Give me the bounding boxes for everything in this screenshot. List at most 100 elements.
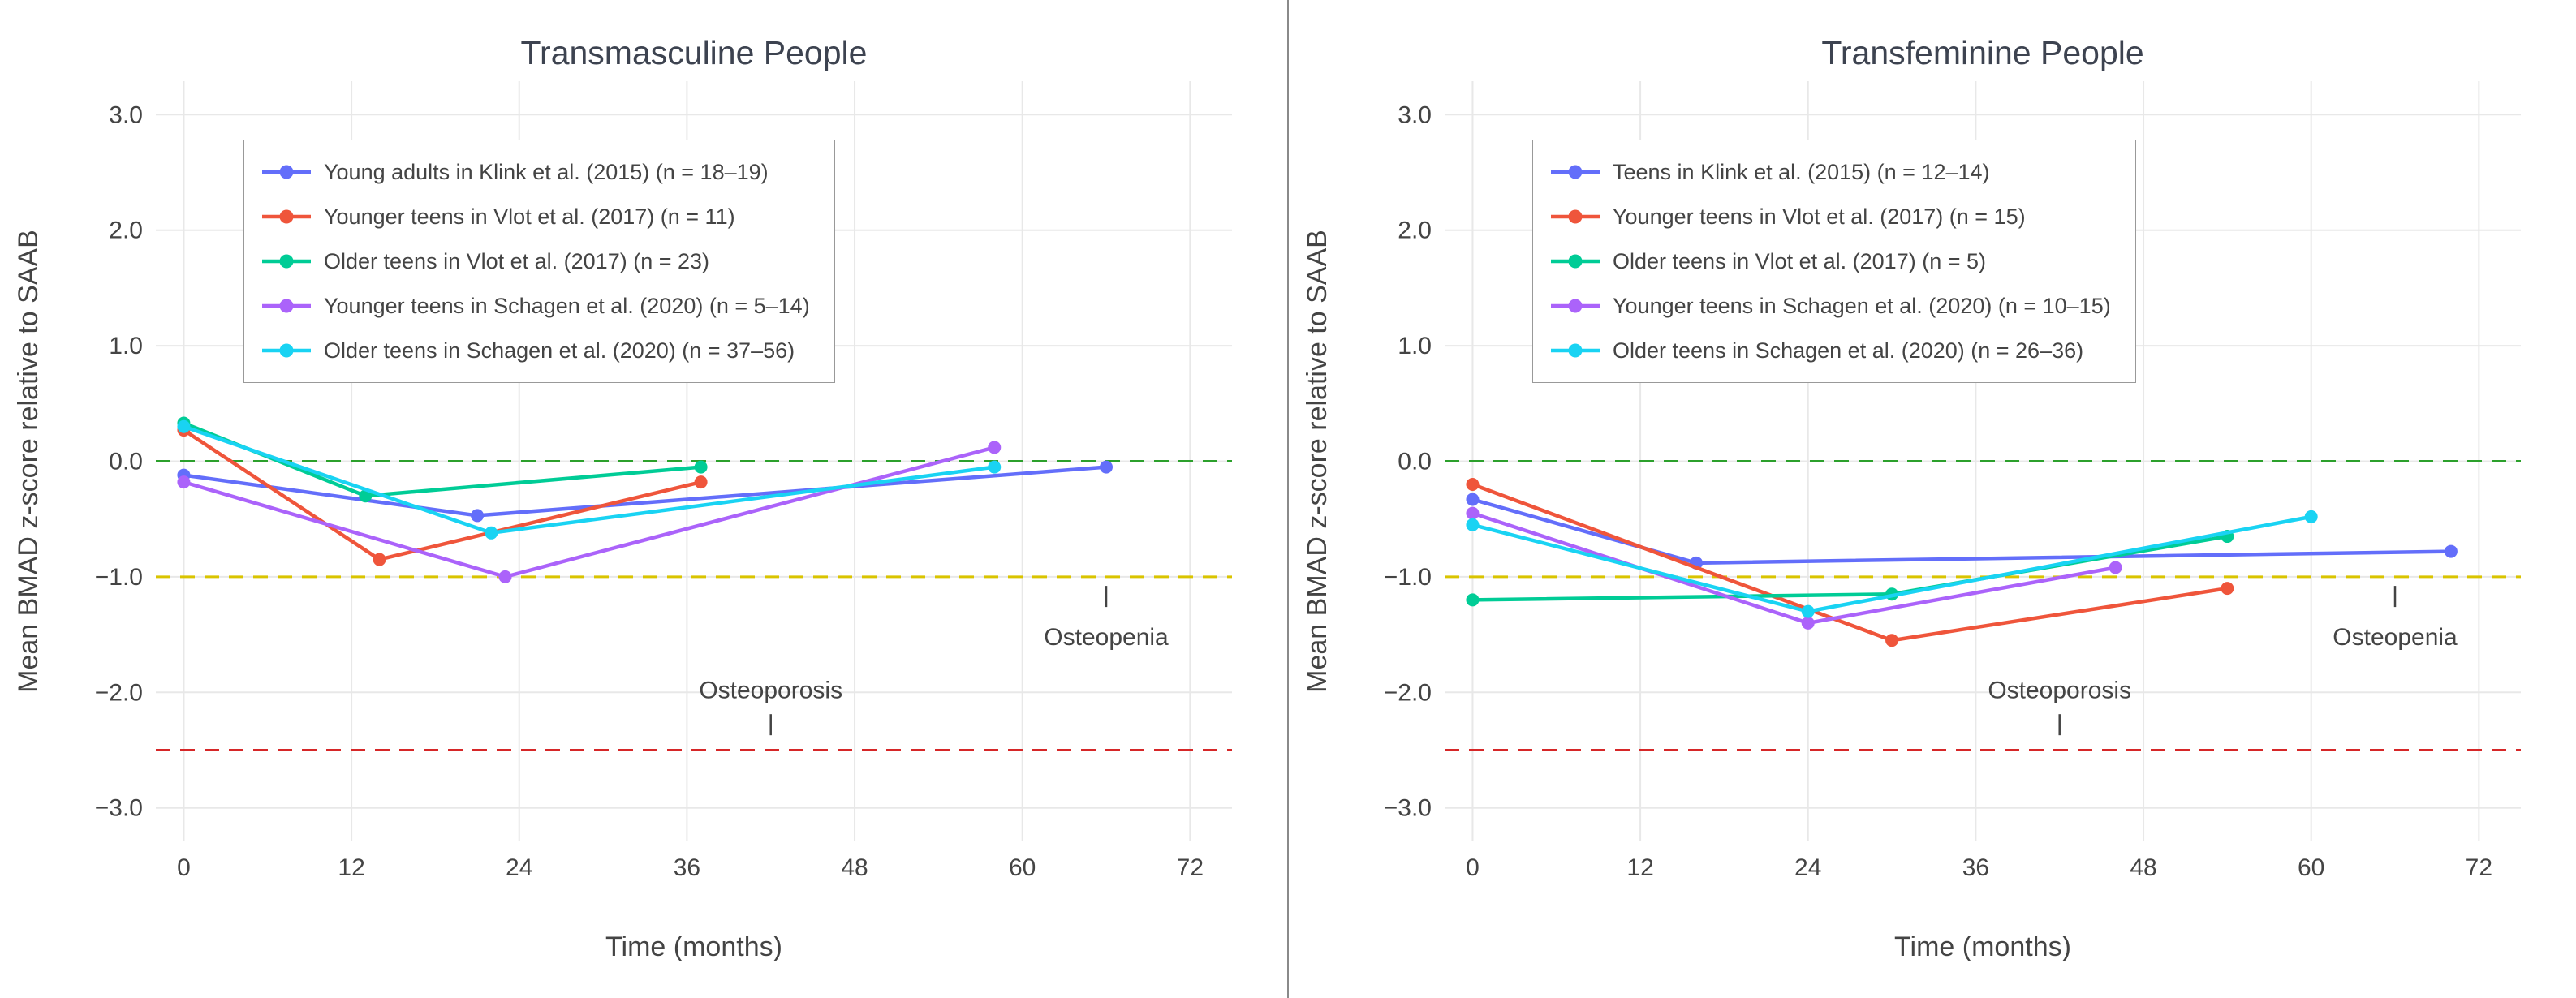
x-tick-label: 36 bbox=[674, 854, 700, 881]
legend: Teens in Klink et al. (2015) (n = 12–14)… bbox=[1532, 140, 2136, 383]
y-tick-label: 0.0 bbox=[109, 449, 143, 475]
legend-item[interactable]: Older teens in Schagen et al. (2020) (n … bbox=[261, 332, 810, 369]
legend-label: Older teens in Vlot et al. (2017) (n = 5… bbox=[1613, 248, 1986, 273]
legend-swatch bbox=[1551, 343, 1600, 358]
y-tick-label: 2.0 bbox=[1398, 217, 1432, 244]
legend-item[interactable]: Older teens in Vlot et al. (2017) (n = 2… bbox=[261, 243, 810, 280]
x-tick-label: 12 bbox=[1626, 854, 1653, 881]
y-tick-label: 1.0 bbox=[109, 333, 143, 359]
data-point-marker bbox=[2444, 544, 2458, 558]
data-point-marker bbox=[1466, 506, 1480, 520]
legend-item[interactable]: Younger teens in Vlot et al. (2017) (n =… bbox=[261, 198, 810, 235]
chart-canvas-transmasculine: 0 12 24 36 48 60 72 3.0 2.0 1.0 0.0 −1.0 −2.0 −3.0 Tim… bbox=[0, 0, 1287, 998]
data-point-marker bbox=[359, 489, 373, 503]
legend-label: Younger teens in Vlot et al. (2017) (n =… bbox=[1613, 204, 2026, 229]
x-tick-label: 72 bbox=[1177, 854, 1204, 881]
data-point-marker bbox=[2304, 510, 2318, 523]
y-tick-label: −3.0 bbox=[95, 795, 143, 822]
legend-label: Younger teens in Schagen et al. (2020) (… bbox=[324, 293, 810, 318]
legend-item[interactable]: Younger teens in Schagen et al. (2020) (… bbox=[261, 287, 810, 325]
x-tick-label: 60 bbox=[2298, 854, 2324, 881]
legend-swatch bbox=[1551, 254, 1600, 269]
legend-marker-icon bbox=[1568, 165, 1583, 179]
annotation-text: Osteoporosis bbox=[1988, 677, 2131, 703]
chart-svg: 0 12 24 36 48 60 72 3.0 2.0 1.0 0.0 −1.0 −2.0 −3.0 Tim… bbox=[1302, 81, 2521, 962]
x-tick-label: 48 bbox=[841, 854, 868, 881]
y-tick-label: 1.0 bbox=[1398, 333, 1432, 359]
data-point-marker bbox=[1466, 477, 1480, 491]
legend-swatch bbox=[262, 165, 311, 179]
x-tick-label: 0 bbox=[177, 854, 191, 881]
legend-swatch bbox=[262, 299, 311, 313]
panel-divider bbox=[1287, 0, 1289, 998]
data-point-marker bbox=[694, 460, 708, 474]
legend-marker-icon bbox=[279, 209, 294, 224]
data-point-marker bbox=[1801, 616, 1815, 630]
legend-label: Younger teens in Vlot et al. (2017) (n =… bbox=[324, 204, 735, 229]
data-point-marker bbox=[1466, 493, 1480, 506]
data-point-marker bbox=[1100, 460, 1114, 474]
legend-marker-icon bbox=[279, 343, 294, 358]
data-point-marker bbox=[498, 570, 512, 583]
x-axis-title: Time (months) bbox=[1894, 931, 2071, 962]
legend-label: Young adults in Klink et al. (2015) (n =… bbox=[324, 159, 769, 184]
x-tick-label: 36 bbox=[1962, 854, 1989, 881]
legend-swatch bbox=[262, 343, 311, 358]
legend-item[interactable]: Older teens in Schagen et al. (2020) (n … bbox=[1549, 332, 2111, 369]
legend: Young adults in Klink et al. (2015) (n =… bbox=[243, 140, 835, 383]
y-tick-label: −3.0 bbox=[1384, 795, 1432, 822]
y-axis-title: Mean BMAD z-score relative to SAAB bbox=[13, 230, 44, 693]
annotation-text: Osteopenia bbox=[1044, 624, 1169, 651]
y-tick-label: −2.0 bbox=[1384, 679, 1432, 706]
legend-label: Teens in Klink et al. (2015) (n = 12–14) bbox=[1613, 159, 1990, 184]
legend-item[interactable]: Older teens in Vlot et al. (2017) (n = 5… bbox=[1549, 243, 2111, 280]
y-tick-label: −2.0 bbox=[95, 679, 143, 706]
legend-swatch bbox=[1551, 165, 1600, 179]
legend-label: Younger teens in Schagen et al. (2020) (… bbox=[1613, 293, 2111, 318]
y-tick-label: 3.0 bbox=[109, 101, 143, 128]
legend-label: Older teens in Schagen et al. (2020) (n … bbox=[1613, 338, 2084, 363]
data-point-marker bbox=[988, 460, 1002, 474]
data-point-marker bbox=[373, 553, 386, 566]
legend-item[interactable]: Younger teens in Schagen et al. (2020) (… bbox=[1549, 287, 2111, 325]
x-axis-title: Time (months) bbox=[605, 931, 782, 962]
y-tick-label: 2.0 bbox=[109, 217, 143, 244]
x-tick-label: 72 bbox=[2466, 854, 2492, 881]
legend-label: Older teens in Vlot et al. (2017) (n = 2… bbox=[324, 248, 710, 273]
legend-item[interactable]: Young adults in Klink et al. (2015) (n =… bbox=[261, 153, 810, 191]
legend-marker-icon bbox=[279, 254, 294, 269]
annotation-text: Osteopenia bbox=[2333, 624, 2458, 651]
x-tick-label: 48 bbox=[2130, 854, 2156, 881]
x-tick-label: 60 bbox=[1009, 854, 1036, 881]
legend-marker-icon bbox=[279, 165, 294, 179]
data-point-marker bbox=[1466, 593, 1480, 607]
legend-swatch bbox=[1551, 299, 1600, 313]
panel-transfeminine: Transfeminine People 0 12 24 36 48 60 72 3.0 2.0… bbox=[1289, 0, 2576, 998]
data-point-marker bbox=[2109, 561, 2122, 574]
legend-item[interactable]: Teens in Klink et al. (2015) (n = 12–14) bbox=[1549, 153, 2111, 191]
legend-marker-icon bbox=[1568, 209, 1583, 224]
legend-swatch bbox=[262, 209, 311, 224]
legend-swatch bbox=[1551, 209, 1600, 224]
data-point-marker bbox=[2221, 582, 2234, 596]
data-point-marker bbox=[1801, 604, 1815, 618]
annotation-text: Osteoporosis bbox=[699, 677, 842, 703]
legend-marker-icon bbox=[1568, 299, 1583, 313]
data-point-marker bbox=[1466, 518, 1480, 531]
data-point-marker bbox=[988, 441, 1002, 454]
data-point-marker bbox=[485, 526, 498, 540]
data-point-marker bbox=[694, 475, 708, 489]
data-point-marker bbox=[177, 475, 191, 489]
x-tick-label: 0 bbox=[1466, 854, 1480, 881]
y-tick-label: 0.0 bbox=[1398, 449, 1432, 475]
x-tick-label: 24 bbox=[1794, 854, 1821, 881]
series-line bbox=[1471, 497, 2453, 566]
legend-item[interactable]: Younger teens in Vlot et al. (2017) (n =… bbox=[1549, 198, 2111, 235]
data-point-marker bbox=[471, 509, 485, 523]
legend-marker-icon bbox=[1568, 343, 1583, 358]
chart-canvas-transfeminine: 0 12 24 36 48 60 72 3.0 2.0 1.0 0.0 −1.0 −2.0 −3.0 Tim… bbox=[1289, 0, 2576, 998]
data-point-marker bbox=[177, 419, 191, 433]
legend-marker-icon bbox=[279, 299, 294, 313]
x-tick-label: 12 bbox=[338, 854, 364, 881]
legend-label: Older teens in Schagen et al. (2020) (n … bbox=[324, 338, 795, 363]
